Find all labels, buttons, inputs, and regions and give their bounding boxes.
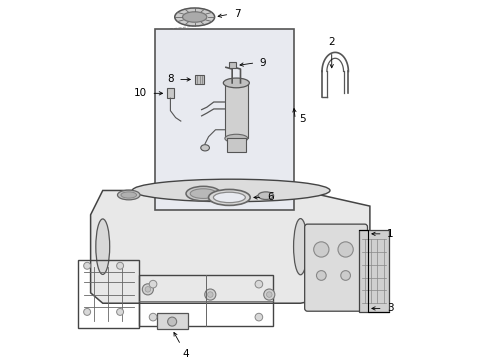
- Circle shape: [117, 262, 123, 269]
- Circle shape: [84, 309, 91, 315]
- Ellipse shape: [121, 192, 137, 198]
- Ellipse shape: [96, 219, 110, 274]
- Bar: [78, 260, 139, 328]
- Circle shape: [149, 280, 157, 288]
- Ellipse shape: [201, 145, 209, 151]
- Text: 8: 8: [167, 75, 174, 85]
- Text: 10: 10: [134, 88, 147, 98]
- Text: 5: 5: [299, 114, 306, 124]
- Text: 4: 4: [183, 349, 189, 359]
- Ellipse shape: [175, 8, 215, 26]
- Bar: [225, 83, 248, 139]
- Circle shape: [341, 271, 350, 280]
- Circle shape: [338, 242, 353, 257]
- Circle shape: [84, 262, 91, 269]
- Circle shape: [142, 284, 153, 295]
- Bar: [360, 230, 389, 312]
- Ellipse shape: [190, 189, 217, 198]
- Circle shape: [317, 271, 326, 280]
- Bar: [226, 139, 246, 152]
- Polygon shape: [91, 190, 370, 303]
- Circle shape: [255, 280, 263, 288]
- Bar: [155, 29, 294, 210]
- Circle shape: [264, 289, 275, 300]
- Bar: [139, 275, 273, 326]
- Text: 9: 9: [260, 58, 266, 68]
- Circle shape: [149, 313, 157, 321]
- Circle shape: [255, 313, 263, 321]
- Text: 2: 2: [328, 37, 335, 47]
- Text: 1: 1: [387, 229, 393, 239]
- Text: 3: 3: [387, 303, 393, 314]
- Ellipse shape: [258, 192, 273, 199]
- FancyBboxPatch shape: [305, 224, 368, 311]
- Ellipse shape: [132, 179, 330, 202]
- Text: 7: 7: [235, 9, 241, 19]
- Circle shape: [205, 289, 216, 300]
- Circle shape: [267, 292, 272, 297]
- Circle shape: [117, 309, 123, 315]
- Circle shape: [168, 317, 177, 326]
- Ellipse shape: [225, 134, 248, 143]
- Bar: [156, 312, 188, 329]
- Ellipse shape: [223, 78, 249, 88]
- Circle shape: [145, 287, 150, 292]
- Ellipse shape: [186, 186, 220, 201]
- Circle shape: [314, 242, 329, 257]
- Bar: [195, 75, 204, 84]
- Text: 6: 6: [267, 192, 273, 202]
- Ellipse shape: [214, 192, 245, 203]
- Ellipse shape: [118, 190, 140, 200]
- Ellipse shape: [209, 189, 250, 206]
- Ellipse shape: [183, 12, 207, 22]
- Bar: [167, 89, 174, 98]
- Ellipse shape: [294, 219, 307, 275]
- Bar: [229, 62, 236, 68]
- Circle shape: [208, 292, 213, 297]
